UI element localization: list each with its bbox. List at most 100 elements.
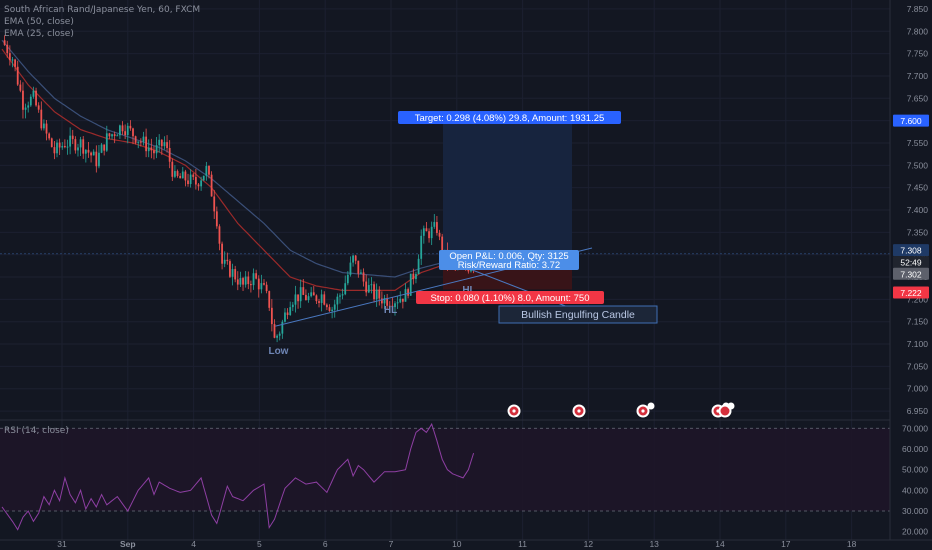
candle-body [401,298,404,302]
time-tick-label: 4 [191,539,196,549]
candle-body [124,131,127,136]
candle-body [111,134,113,137]
event-marker-icon [641,409,645,413]
candle-body [79,139,82,148]
rsi-tick-label: 70.000 [902,423,928,433]
candle-body [255,273,258,279]
ema-50-path [1,39,474,278]
candle-body [407,289,409,296]
candle-body [312,292,315,296]
candle-body [213,196,216,212]
candle-body [108,133,111,137]
candle-body [6,44,9,54]
candle-body [315,295,318,302]
pnl-label-box[interactable] [439,250,579,270]
open-pnl-label: Open P&L: 0.006, Qty: 3125 [449,251,568,262]
time-tick-label: 10 [452,539,462,549]
candle-body [208,166,210,175]
candle-body [341,294,344,296]
candle-body [119,125,121,136]
candle-body [223,259,226,264]
candle-body [35,90,37,106]
candle-body [100,144,103,153]
time-tick-label: 12 [584,539,594,549]
candle-body [417,258,420,275]
price-badge [893,244,929,257]
candle-body [32,90,35,97]
time-tick-label: 14 [715,539,725,549]
candle-body [103,144,106,151]
time-axis[interactable]: 31 Sep 4 5 6 7 10 11 12 13 14 17 18 [0,539,932,549]
chart-legend: South African Rand/Japanese Yen, 60, FXC… [4,4,200,40]
symbol-title[interactable]: South African Rand/Japanese Yen, 60, FXC… [4,5,201,15]
candle-body [3,40,6,45]
candle-body [210,174,213,197]
candle-body [176,171,179,176]
candle-body [189,174,192,185]
candle-body [404,289,407,302]
candle-body [470,268,472,272]
target-label: Target: 0.298 (4.08%) 29.8, Amount: 1931… [415,113,605,124]
candle-body [197,184,200,187]
candle-body [155,145,158,154]
annotations: Low HL HL Bullish Engulfing Candle Target: 0… [268,111,658,357]
candle-body [352,255,354,263]
callout-box[interactable] [498,305,658,324]
candle-body [40,109,43,129]
price-tick-label: 7.400 [907,205,929,215]
target-label-box[interactable] [398,111,621,124]
candle-body [8,53,11,61]
candle-body [276,335,278,338]
price-tick-label: 7.550 [907,138,929,148]
hl-label: HL [462,285,475,296]
candle-body [171,161,174,177]
price-badge-text: 7.222 [900,288,922,298]
rsi-tick-label: 60.000 [902,444,928,454]
candle-body [244,276,247,285]
candle-body [226,259,229,262]
stop-label-box[interactable] [416,291,604,304]
price-badge-text: 52:49 [900,258,922,268]
target-zone[interactable] [443,120,572,254]
candle-body [50,138,53,148]
event-marker-icon[interactable] [720,406,730,416]
event-markers[interactable] [507,402,735,418]
time-tick-label: 13 [649,539,659,549]
rsi-legend[interactable]: RSI (14, close) [4,426,69,436]
candle-body [132,128,134,137]
ema-25-legend[interactable]: EMA (25, close) [4,29,74,39]
ema-50-legend[interactable]: EMA (50, close) [4,17,74,27]
candle-body [422,228,425,236]
candle-body [45,123,48,134]
candle-body [362,272,365,282]
risk-reward-label: Risk/Reward Ratio: 3.72 [458,260,560,271]
candle-body [328,307,331,312]
candle-body [24,107,27,110]
candle-body [399,298,402,303]
candle-body [231,269,234,277]
candle-body [19,84,22,91]
candle-body [194,176,197,185]
candle-body [265,284,268,292]
candle-body [87,149,90,153]
candle-body [373,284,375,300]
candle-body [105,133,108,151]
candle-body [92,151,95,156]
candle-body [166,142,168,148]
candle-body [336,296,339,305]
candle-body [202,175,205,181]
candle-body [90,152,92,156]
price-tick-label: 7.500 [907,160,929,170]
candle-body [291,304,294,308]
candle-body [396,302,399,304]
candle-body [297,294,299,302]
rsi-tick-label: 30.000 [902,506,928,516]
candle-body [250,284,252,286]
candle-body [215,211,218,227]
candle-body [66,146,69,148]
callout-text[interactable]: Bullish Engulfing Candle [521,309,635,321]
event-marker-icon [577,409,581,413]
candle-body [331,309,334,312]
